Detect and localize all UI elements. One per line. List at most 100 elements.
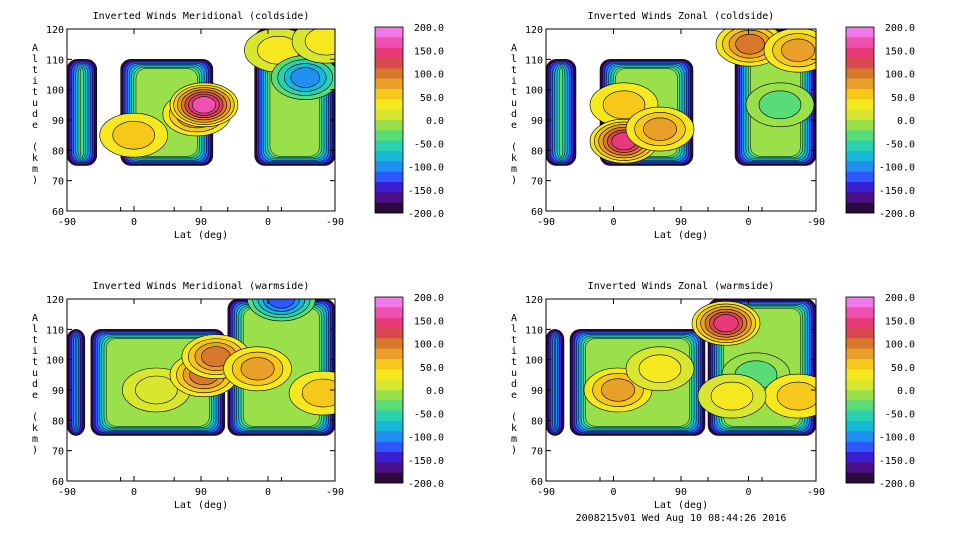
y-axis-label-char: d — [32, 109, 38, 120]
contour-field — [67, 29, 335, 166]
colorbar-tick-label: -50.0 — [885, 409, 915, 420]
colorbar-tick-label: -150.0 — [408, 456, 444, 467]
colorbar-swatch — [846, 297, 874, 308]
colorbar-swatch — [375, 37, 403, 48]
y-axis-label-char: ) — [32, 445, 38, 456]
contour-feature — [697, 373, 767, 419]
colorbar-swatch — [846, 161, 874, 172]
colorbar-swatch — [375, 109, 403, 121]
colorbar-tick-label: -200.0 — [879, 209, 915, 220]
colorbar-swatch — [846, 202, 874, 214]
y-axis-label-char: ( — [32, 142, 38, 153]
contour-feature — [625, 106, 695, 152]
colorbar-swatch — [846, 390, 874, 401]
x-tick-label: -90 — [326, 217, 344, 228]
y-tick-label: 110 — [525, 55, 543, 66]
colorbar-tick-label: 200.0 — [414, 293, 444, 304]
y-axis-label-char: e — [32, 390, 38, 401]
contour-feature — [181, 334, 251, 379]
y-axis-label-char: t — [32, 335, 38, 346]
y-axis-label-char: m — [32, 434, 38, 445]
x-tick-label: -90 — [58, 217, 76, 228]
colorbar-tick-label: 50.0 — [420, 363, 444, 374]
contour-level — [602, 90, 646, 120]
colorbar-swatch — [375, 328, 403, 339]
colorbar-swatch — [375, 379, 403, 391]
contour-level — [781, 38, 815, 62]
colorbar-swatch — [846, 78, 874, 90]
colorbar-swatch — [375, 171, 403, 183]
x-tick-label: 90 — [195, 217, 207, 228]
footer-timestamp: 2008215v01 Wed Aug 10 08:44:26 2016 — [575, 513, 787, 524]
y-axis-label-char: e — [511, 390, 517, 401]
x-tick-label: -90 — [537, 217, 555, 228]
y-tick-label: 110 — [525, 325, 543, 336]
y-axis-label-char: u — [32, 368, 38, 379]
colorbar-tick-label: 0.0 — [897, 386, 915, 397]
colorbar-swatch — [846, 37, 874, 48]
colorbar-tick-label: -200.0 — [879, 479, 915, 490]
colorbar-swatch — [846, 151, 874, 162]
x-axis-label: Lat (deg) — [654, 230, 708, 241]
colorbar-swatch — [846, 130, 874, 141]
colorbar-swatch — [375, 410, 403, 422]
y-axis-label-char: i — [32, 76, 38, 87]
y-axis-label-char: u — [511, 98, 517, 109]
colorbar-swatch — [375, 369, 403, 380]
contour-level — [135, 375, 178, 405]
y-axis-label-char: l — [32, 54, 38, 65]
colorbar-swatch — [375, 182, 403, 193]
colorbar-swatch — [846, 328, 874, 339]
contour-level — [191, 96, 216, 114]
y-axis-label-char: ( — [511, 142, 517, 153]
y-axis-label-char: i — [32, 346, 38, 357]
y-tick-label: 70 — [52, 447, 64, 458]
y-tick-label: 90 — [531, 386, 543, 397]
colorbar-tick-label: -100.0 — [408, 163, 444, 174]
colorbar-frame — [845, 296, 875, 484]
colorbar-swatch — [846, 410, 874, 422]
contour-level — [304, 29, 335, 56]
figure-footer: 2008215v01 Wed Aug 10 08:44:26 2016 — [0, 513, 960, 524]
y-tick-label: 90 — [52, 116, 64, 127]
colorbar-tick-label: 200.0 — [414, 23, 444, 34]
colorbar-swatch — [846, 182, 874, 193]
y-axis-label-char: d — [32, 379, 38, 390]
colorbar-swatch — [375, 89, 403, 100]
contour-feature — [625, 346, 695, 392]
colorbar-swatch — [846, 89, 874, 100]
contour-feature — [763, 373, 816, 419]
colorbar-swatch — [375, 120, 403, 131]
contour-feature — [223, 346, 292, 392]
contour-level — [758, 90, 802, 120]
y-axis-label-char: u — [511, 368, 517, 379]
colorbar-tick-label: -200.0 — [408, 479, 444, 490]
colorbar-swatch — [375, 400, 403, 411]
x-tick-label: -90 — [807, 217, 825, 228]
colorbar-tick-label: 0.0 — [897, 116, 915, 127]
colorbar-swatch — [846, 140, 874, 152]
colorbar-tick-label: 50.0 — [891, 93, 915, 104]
data-region — [67, 59, 98, 166]
y-axis-label-char: d — [511, 379, 517, 390]
y-axis-label-char: k — [511, 423, 517, 434]
y-axis-label-char: d — [511, 109, 517, 120]
colorbar: 200.0 150.0 100.0 50.0 0.0 -50.0 -100.0 -150.0 -… — [845, 293, 915, 490]
x-tick-label: -90 — [326, 487, 344, 498]
y-axis-label-char: m — [511, 164, 517, 175]
colorbar-swatch — [846, 348, 874, 360]
colorbar-tick-label: -50.0 — [414, 409, 444, 420]
colorbar-frame — [374, 26, 404, 214]
contour-level — [643, 117, 677, 141]
colorbar-swatch — [375, 297, 403, 308]
y-axis-label-char: l — [511, 54, 517, 65]
panel-2: Inverted Winds Zonal (coldside) -90 0 90 0 -9… — [511, 11, 915, 241]
colorbar-tick-label: -50.0 — [414, 139, 444, 150]
y-tick-label: 60 — [531, 207, 543, 218]
y-tick-label: 100 — [46, 86, 64, 97]
contour-feature — [745, 82, 815, 128]
colorbar-tick-label: -150.0 — [408, 186, 444, 197]
colorbar-swatch — [846, 472, 874, 484]
colorbar-swatch — [375, 348, 403, 360]
colorbar-tick-label: 100.0 — [885, 340, 915, 351]
